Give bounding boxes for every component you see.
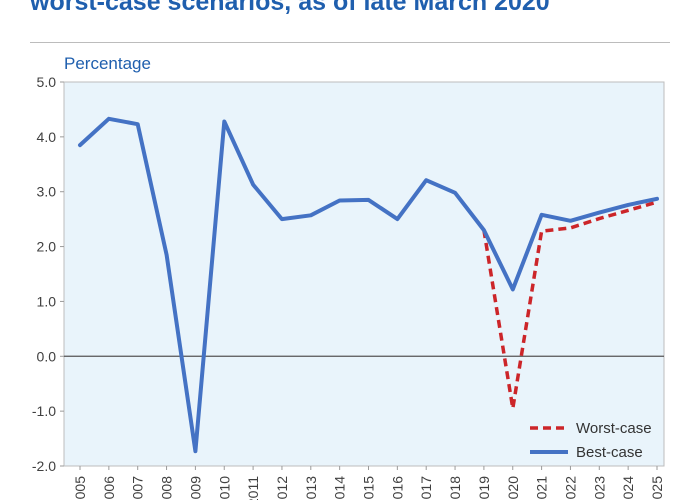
y-axis-label: Percentage [64,54,151,73]
legend-label-best-case: Best-case [576,444,643,461]
y-tick-label: 0.0 [37,348,57,364]
x-tick-label: 2010 [216,476,232,500]
x-tick-label: 2022 [562,476,578,500]
y-tick-label: 5.0 [37,74,57,90]
x-tick-label: 2025 [649,476,665,500]
chart-title-line-2: worst-case scenarios, as of late March 2… [30,0,550,16]
x-tick-label: 2012 [274,476,290,500]
x-tick-label: 2023 [591,476,607,500]
x-tick-label: 2020 [505,476,521,500]
y-tick-label: 2.0 [37,239,57,255]
y-tick-label: 3.0 [37,184,57,200]
x-tick-label: 2008 [159,476,175,500]
x-tick-label: 2021 [534,476,550,500]
x-tick-label: 2016 [389,476,405,500]
title-divider [30,42,670,43]
x-tick-label: 2011 [245,476,261,500]
x-tick-label: 2013 [303,476,319,500]
x-tick-label: 2019 [476,476,492,500]
x-tick-label: 2009 [187,476,203,500]
y-tick-label: 4.0 [37,129,57,145]
x-tick-label: 2015 [361,476,377,500]
chart-title: worst-case scenarios, as of late March 2… [30,0,690,19]
x-tick-label: 2018 [447,476,463,500]
x-tick-label: 2024 [620,476,636,500]
x-tick-label: 2017 [418,476,434,500]
y-tick-label: -1.0 [32,403,56,419]
y-tick-label: 1.0 [37,293,57,309]
series-line-worst-case [482,200,658,411]
y-tick-label: -2.0 [32,458,56,474]
plot-area [63,81,665,467]
legend-label-worst-case: Worst-case [576,420,652,437]
x-tick-label: 2006 [101,476,117,500]
x-tick-label: 2005 [72,476,88,500]
series-line-best-case [78,116,659,454]
x-tick-label: 2014 [332,476,348,500]
x-tick-label: 2007 [130,476,146,500]
